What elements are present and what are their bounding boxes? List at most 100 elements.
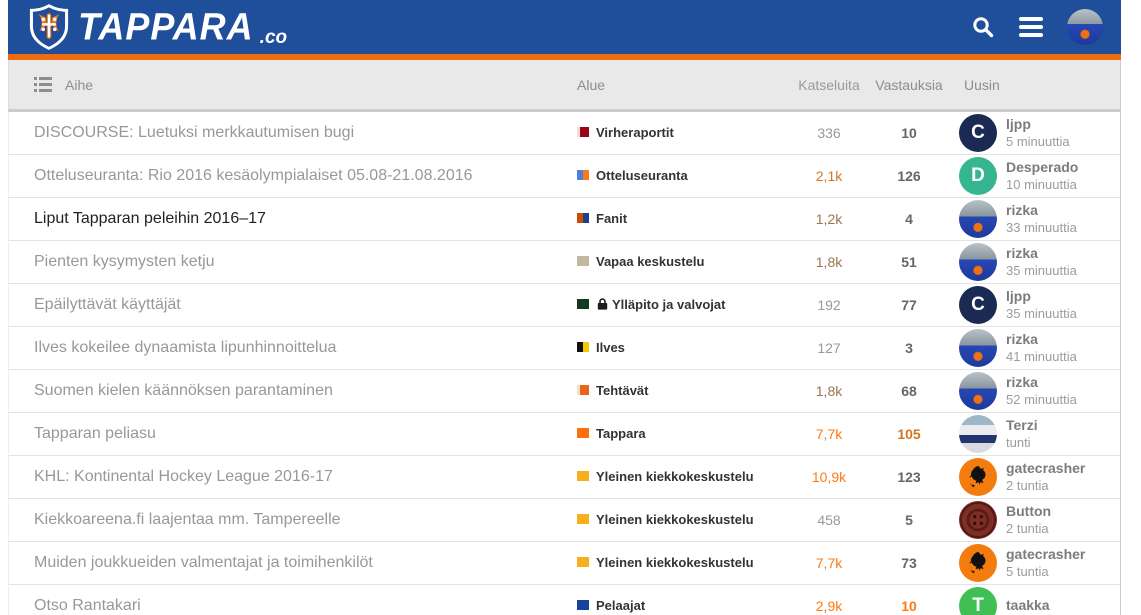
category-badge[interactable]: Ilves xyxy=(577,340,625,355)
lock-icon xyxy=(597,298,608,310)
category-label: Tehtävät xyxy=(596,382,649,398)
topic-row: Ilves kokeilee dynaamista lipunhinnoitte… xyxy=(9,327,1120,370)
topic-list-filter-icon[interactable] xyxy=(34,77,52,92)
replies-count[interactable]: 126 xyxy=(897,168,921,184)
category-badge[interactable]: Pelaajat xyxy=(577,598,645,613)
topic-title-link[interactable]: Pienten kysymysten ketju xyxy=(34,253,215,270)
poster-avatar[interactable] xyxy=(959,501,997,539)
topic-title-link[interactable]: Suomen kielen käännöksen parantaminen xyxy=(34,382,333,399)
topic-title-link[interactable]: Tapparan peliasu xyxy=(34,425,156,442)
views-count: 458 xyxy=(817,512,841,528)
category-badge[interactable]: Vapaa keskustelu xyxy=(577,254,704,269)
last-post-time: 35 minuuttia xyxy=(1006,305,1077,321)
site-header: TAPPARA .co xyxy=(8,0,1121,60)
topic-title-link[interactable]: Epäilyttävät käyttäjät xyxy=(34,296,181,313)
category-badge[interactable]: Virheraportit xyxy=(577,125,674,140)
category-badge[interactable]: Fanit xyxy=(577,211,627,226)
topic-title-link[interactable]: Ilves kokeilee dynaamista lipunhinnoitte… xyxy=(34,339,337,356)
replies-count[interactable]: 77 xyxy=(901,297,917,313)
poster-username[interactable]: rizka xyxy=(1006,374,1038,391)
topic-title-link[interactable]: Otteluseuranta: Rio 2016 kesäolympialais… xyxy=(34,167,473,184)
category-badge[interactable]: Yleinen kiekkokeskustelu xyxy=(577,469,754,484)
poster-avatar[interactable] xyxy=(959,458,997,496)
category-color-icon xyxy=(577,557,589,567)
poster-username[interactable]: rizka xyxy=(1006,202,1038,219)
last-post-time: 5 minuuttia xyxy=(1006,133,1070,149)
column-header-category[interactable]: Alue xyxy=(577,76,606,93)
poster-avatar[interactable] xyxy=(959,243,997,281)
poster-username[interactable]: Button xyxy=(1006,503,1052,520)
replies-count[interactable]: 3 xyxy=(905,340,913,356)
category-color-icon xyxy=(577,299,589,309)
column-header-views[interactable]: Katseluita xyxy=(798,76,860,93)
views-count: 2,1k xyxy=(815,168,843,184)
category-badge[interactable]: Tehtävät xyxy=(577,383,649,398)
poster-username[interactable]: ljpp xyxy=(1006,116,1031,133)
poster-avatar[interactable] xyxy=(959,329,997,367)
poster-username[interactable]: taakka xyxy=(1006,597,1050,614)
topic-row: Pienten kysymysten ketju Vapaa keskustel… xyxy=(9,241,1120,284)
topic-title-link[interactable]: Muiden joukkueiden valmentajat ja toimih… xyxy=(34,554,373,571)
hamburger-menu-icon[interactable] xyxy=(1019,17,1043,37)
poster-avatar[interactable] xyxy=(959,415,997,453)
column-header-replies[interactable]: Vastauksia xyxy=(875,76,943,93)
last-post-time: 2 tuntia xyxy=(1006,477,1049,493)
topic-title-link[interactable]: KHL: Kontinental Hockey League 2016-17 xyxy=(34,468,333,485)
views-count: 7,7k xyxy=(815,555,843,571)
poster-avatar[interactable] xyxy=(959,200,997,238)
poster-avatar[interactable]: T xyxy=(959,587,997,615)
last-post-time: 10 minuuttia xyxy=(1006,176,1077,192)
views-count: 2,9k xyxy=(815,598,843,614)
poster-username[interactable]: ljpp xyxy=(1006,288,1031,305)
replies-count[interactable]: 10 xyxy=(901,125,917,141)
poster-avatar[interactable] xyxy=(959,544,997,582)
poster-username[interactable]: Desperado xyxy=(1006,159,1079,176)
replies-count[interactable]: 4 xyxy=(905,211,913,227)
topic-title-link[interactable]: Kiekkoareena.fi laajentaa mm. Tampereell… xyxy=(34,511,341,528)
category-label: Yleinen kiekkokeskustelu xyxy=(596,554,754,570)
search-icon[interactable] xyxy=(971,15,995,39)
category-badge[interactable]: Yleinen kiekkokeskustelu xyxy=(577,555,754,570)
topic-title-link[interactable]: DISCOURSE: Luetuksi merkkautumisen bugi xyxy=(34,124,355,141)
poster-username[interactable]: gatecrasher xyxy=(1006,546,1086,563)
brand-suffix: .co xyxy=(259,27,288,48)
topic-row: Suomen kielen käännöksen parantaminen Te… xyxy=(9,370,1120,413)
replies-count[interactable]: 73 xyxy=(901,555,917,571)
topic-title-link[interactable]: Otso Rantakari xyxy=(34,597,141,614)
topic-row: Kiekkoareena.fi laajentaa mm. Tampereell… xyxy=(9,499,1120,542)
last-post-time: 35 minuuttia xyxy=(1006,262,1077,278)
column-header-latest[interactable]: Uusin xyxy=(964,76,1000,93)
replies-count[interactable]: 51 xyxy=(901,254,917,270)
page: TAPPARA .co xyxy=(8,0,1121,615)
topic-row: Epäilyttävät käyttäjät Ylläpito ja valvo… xyxy=(9,284,1120,327)
replies-count[interactable]: 68 xyxy=(901,383,917,399)
category-label: Otteluseuranta xyxy=(596,167,688,183)
shield-logo-icon xyxy=(28,3,70,51)
last-post-time: 52 minuuttia xyxy=(1006,391,1077,407)
poster-avatar[interactable]: C xyxy=(959,114,997,152)
category-badge[interactable]: Tappara xyxy=(577,426,646,441)
poster-username[interactable]: rizka xyxy=(1006,245,1038,262)
current-user-avatar[interactable] xyxy=(1067,9,1103,45)
replies-count[interactable]: 10 xyxy=(901,598,917,614)
poster-avatar[interactable] xyxy=(959,372,997,410)
replies-count[interactable]: 123 xyxy=(897,469,921,485)
poster-username[interactable]: Terzi xyxy=(1006,417,1038,434)
poster-username[interactable]: gatecrasher xyxy=(1006,460,1086,477)
site-logo[interactable]: TAPPARA .co xyxy=(28,3,287,51)
replies-count[interactable]: 5 xyxy=(905,512,913,528)
replies-count[interactable]: 105 xyxy=(897,426,921,442)
views-count: 336 xyxy=(817,125,841,141)
topic-title-link[interactable]: Liput Tapparan peleihin 2016–17 xyxy=(34,210,266,227)
category-badge[interactable]: Ylläpito ja valvojat xyxy=(577,297,725,312)
topic-list-header: Aihe Alue Katseluita Vastauksia Uusin xyxy=(8,60,1121,112)
poster-avatar[interactable]: D xyxy=(959,157,997,195)
views-count: 1,2k xyxy=(815,211,843,227)
category-color-icon xyxy=(577,428,589,438)
category-badge[interactable]: Yleinen kiekkokeskustelu xyxy=(577,512,754,527)
poster-username[interactable]: rizka xyxy=(1006,331,1038,348)
poster-avatar[interactable]: C xyxy=(959,286,997,324)
brand-name: TAPPARA xyxy=(78,4,254,48)
topic-row: Muiden joukkueiden valmentajat ja toimih… xyxy=(9,542,1120,585)
category-badge[interactable]: Otteluseuranta xyxy=(577,168,688,183)
